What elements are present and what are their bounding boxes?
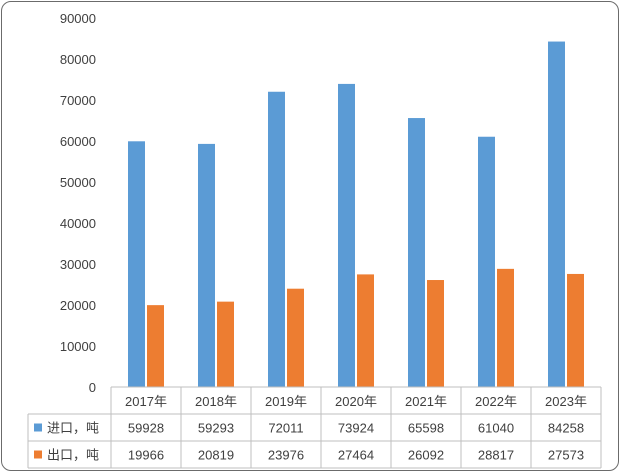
series-name: 进口，吨 <box>47 421 99 436</box>
bar-import <box>268 91 285 388</box>
category-label: 2023年 <box>545 394 587 409</box>
data-table-value: 26092 <box>408 448 444 463</box>
data-table-value: 59293 <box>198 421 234 436</box>
bar-export <box>497 268 514 387</box>
y-tick-label: 40000 <box>60 216 96 231</box>
legend-key-export <box>34 450 42 459</box>
data-table-value: 72011 <box>268 421 303 436</box>
y-tick-label: 50000 <box>60 175 96 190</box>
y-tick-label: 0 <box>89 380 96 395</box>
category-label: 2022年 <box>475 394 517 409</box>
bar-export <box>567 273 584 387</box>
legend-key-import <box>34 423 42 432</box>
bar-import <box>478 136 495 387</box>
bar-export <box>427 280 444 387</box>
bar-export <box>357 274 374 387</box>
bar-export <box>217 301 234 387</box>
y-tick-label: 90000 <box>60 11 96 26</box>
bar-import <box>128 141 145 387</box>
bar-import <box>408 118 425 387</box>
bar-import <box>338 83 355 388</box>
y-tick-label: 20000 <box>60 298 96 313</box>
y-tick-label: 10000 <box>60 339 96 354</box>
data-table-value: 28817 <box>478 448 514 463</box>
data-table-value: 59928 <box>128 421 164 436</box>
category-label: 2021年 <box>405 394 447 409</box>
data-table-value: 65598 <box>408 421 444 436</box>
y-tick-label: 80000 <box>60 52 96 67</box>
y-tick-label: 60000 <box>60 134 96 149</box>
y-tick-label: 70000 <box>60 93 96 108</box>
bar-export <box>147 305 164 387</box>
data-table-value: 27464 <box>338 448 374 463</box>
series-name: 出口，吨 <box>47 448 99 463</box>
data-table-value: 23976 <box>268 448 304 463</box>
bar-export <box>287 288 304 387</box>
data-table-value: 84258 <box>548 421 584 436</box>
bar-import <box>548 41 565 387</box>
data-table-value: 61040 <box>478 421 514 436</box>
data-table-value: 27573 <box>548 448 584 463</box>
y-tick-label: 30000 <box>60 257 96 272</box>
bar-import <box>198 143 215 387</box>
category-label: 2018年 <box>195 394 237 409</box>
data-table-value: 20819 <box>198 448 234 463</box>
category-label: 2020年 <box>335 394 377 409</box>
category-label: 2017年 <box>125 394 167 409</box>
data-table-value: 19966 <box>128 448 164 463</box>
data-table-value: 73924 <box>338 421 374 436</box>
category-label: 2019年 <box>265 394 307 409</box>
